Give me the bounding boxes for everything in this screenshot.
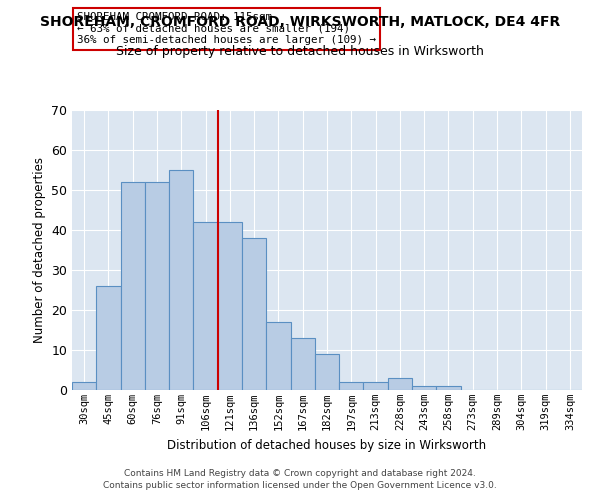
Bar [242, 238, 266, 390]
Y-axis label: Number of detached properties: Number of detached properties [32, 157, 46, 343]
Bar [96, 286, 121, 390]
Bar [412, 386, 436, 390]
X-axis label: Distribution of detached houses by size in Wirksworth: Distribution of detached houses by size … [167, 438, 487, 452]
Bar [315, 354, 339, 390]
Bar [388, 378, 412, 390]
Text: Contains HM Land Registry data © Crown copyright and database right 2024.
Contai: Contains HM Land Registry data © Crown c… [103, 468, 497, 490]
Bar [339, 382, 364, 390]
Bar [266, 322, 290, 390]
Bar [218, 222, 242, 390]
Bar [72, 382, 96, 390]
Text: Size of property relative to detached houses in Wirksworth: Size of property relative to detached ho… [116, 45, 484, 58]
Bar [121, 182, 145, 390]
Bar [364, 382, 388, 390]
Bar [169, 170, 193, 390]
Bar [193, 222, 218, 390]
Text: SHOREHAM, CROMFORD ROAD, WIRKSWORTH, MATLOCK, DE4 4FR: SHOREHAM, CROMFORD ROAD, WIRKSWORTH, MAT… [40, 15, 560, 29]
Text: SHOREHAM CROMFORD ROAD: 115sqm
← 63% of detached houses are smaller (194)
36% of: SHOREHAM CROMFORD ROAD: 115sqm ← 63% of … [77, 12, 376, 45]
Bar [290, 338, 315, 390]
Bar [436, 386, 461, 390]
Bar [145, 182, 169, 390]
